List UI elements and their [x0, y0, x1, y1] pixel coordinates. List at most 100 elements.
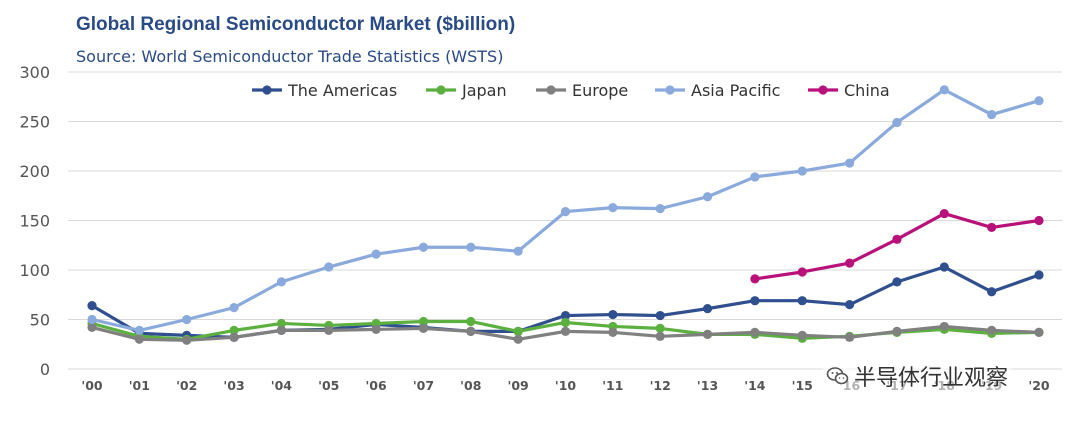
legend-marker	[262, 85, 272, 95]
data-point-the-americas	[987, 287, 997, 297]
legend-item-china: China	[808, 81, 890, 100]
y-tick-label: 150	[19, 212, 50, 231]
data-point-asia-pacific	[892, 117, 902, 128]
legend-item-japan: Japan	[426, 81, 507, 100]
series-line-china	[754, 211, 1040, 281]
y-tick-label: 200	[19, 162, 50, 181]
data-point-the-americas	[797, 296, 807, 306]
data-point-europe	[702, 329, 713, 339]
data-point-china	[797, 267, 807, 277]
data-point-asia-pacific	[513, 246, 523, 256]
x-tick-label: '00	[81, 378, 103, 393]
data-point-asia-pacific	[371, 249, 381, 259]
data-point-europe	[608, 327, 618, 337]
data-point-japan	[513, 326, 523, 336]
data-point-asia-pacific	[87, 314, 97, 325]
data-point-asia-pacific	[276, 277, 286, 287]
legend-item-asia-pacific: Asia Pacific	[655, 81, 780, 100]
x-tick-label: '04	[271, 378, 293, 393]
data-point-europe	[276, 325, 286, 335]
data-point-asia-pacific	[182, 314, 192, 325]
data-point-the-americas	[87, 301, 97, 311]
data-point-the-americas	[702, 304, 713, 314]
data-point-europe	[418, 323, 429, 334]
data-point-europe	[655, 331, 665, 341]
data-point-europe	[513, 334, 523, 344]
data-point-china	[939, 208, 949, 219]
data-point-asia-pacific	[418, 242, 429, 252]
data-point-europe	[182, 335, 192, 345]
data-point-europe	[371, 324, 381, 334]
data-point-the-americas	[608, 309, 618, 320]
data-point-japan	[466, 316, 476, 327]
data-point-europe	[560, 326, 571, 336]
data-point-china	[845, 258, 855, 268]
x-tick-label: '07	[413, 378, 434, 393]
data-point-europe	[324, 325, 334, 335]
y-tick-label: 0	[40, 360, 50, 379]
data-point-the-americas	[892, 277, 902, 287]
x-tick-label: '11	[602, 378, 623, 393]
x-tick-label: '10	[555, 378, 577, 393]
data-point-asia-pacific	[1034, 96, 1044, 106]
data-point-japan	[418, 316, 429, 327]
legend-item-europe: Europe	[536, 81, 628, 100]
y-tick-label: 50	[30, 311, 50, 330]
data-point-asia-pacific	[750, 172, 760, 182]
data-point-asia-pacific	[939, 85, 949, 95]
data-point-asia-pacific	[324, 262, 334, 272]
data-point-europe	[134, 334, 144, 344]
chart-subtitle: Source: World Semiconductor Trade Statis…	[76, 47, 504, 66]
data-point-europe	[797, 330, 807, 340]
legend-label: China	[844, 81, 890, 100]
legend-label: Japan	[461, 81, 507, 100]
data-point-the-americas	[560, 310, 571, 321]
watermark-text: 半导体行业观察	[854, 366, 1009, 391]
data-point-asia-pacific	[466, 242, 476, 252]
y-tick-label: 300	[19, 63, 50, 82]
data-point-the-americas	[939, 262, 949, 272]
data-point-europe	[750, 327, 760, 337]
data-point-europe	[845, 332, 855, 342]
wechat-icon	[826, 367, 849, 385]
x-tick-label: '08	[460, 378, 481, 393]
legend-label: Asia Pacific	[691, 81, 780, 100]
legend-label: The Americas	[287, 81, 397, 100]
data-point-asia-pacific	[229, 303, 239, 313]
x-tick-label: '02	[176, 378, 197, 393]
data-point-asia-pacific	[845, 158, 855, 168]
data-point-the-americas	[655, 310, 665, 321]
y-tick-label: 250	[19, 113, 50, 132]
data-point-asia-pacific	[134, 325, 144, 335]
data-point-japan	[276, 318, 286, 329]
x-tick-label: '13	[697, 378, 718, 393]
legend-label: Europe	[572, 81, 628, 100]
y-tick-label: 100	[19, 261, 50, 280]
series-europe	[87, 321, 1044, 345]
data-point-europe	[1034, 327, 1044, 337]
legend-marker	[818, 85, 828, 95]
data-point-asia-pacific	[702, 192, 713, 202]
data-point-japan	[655, 323, 665, 334]
data-point-japan	[560, 317, 571, 328]
series-china	[750, 208, 1044, 284]
data-point-china	[892, 234, 902, 244]
data-point-europe	[987, 325, 997, 335]
data-point-china	[987, 222, 997, 233]
data-point-china	[1034, 215, 1044, 226]
legend-marker	[436, 85, 446, 95]
data-point-europe	[466, 326, 476, 336]
x-tick-label: '03	[223, 378, 244, 393]
data-point-europe	[892, 326, 902, 336]
data-point-the-americas	[1034, 270, 1044, 280]
watermark: 半导体行业观察	[822, 360, 1013, 392]
data-point-asia-pacific	[655, 204, 665, 214]
data-point-asia-pacific	[987, 109, 997, 120]
x-tick-label: '06	[365, 378, 387, 393]
legend-marker	[546, 85, 556, 95]
series-lines	[87, 85, 1044, 345]
data-point-china	[750, 274, 760, 284]
x-tick-label: '14	[744, 378, 766, 393]
x-tick-label: '09	[508, 378, 529, 393]
